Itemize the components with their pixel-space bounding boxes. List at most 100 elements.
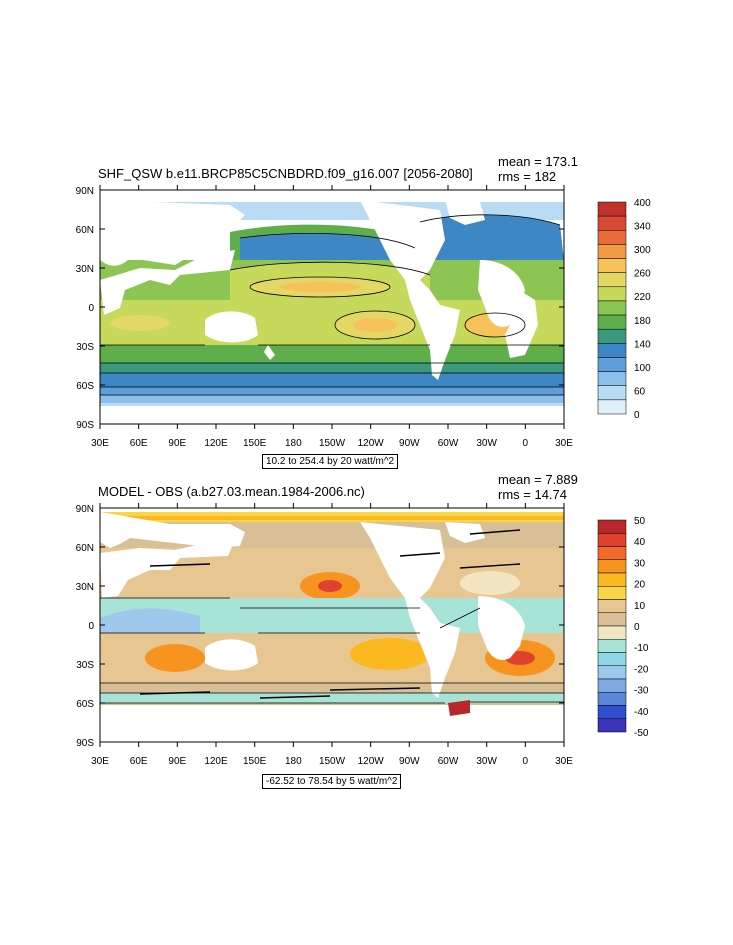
colorbar-label: 220 (634, 292, 651, 303)
colorbar-label: -40 (634, 707, 649, 718)
lat-label: 90N (76, 186, 94, 197)
colorbar-label: 0 (634, 622, 640, 633)
colorbar-swatch (597, 385, 627, 401)
colorbar-swatch (597, 230, 627, 245)
lon-label: 60W (438, 438, 459, 449)
colorbar-label: 260 (634, 269, 651, 280)
map-figure-bottom: 90N 60N 30N 0 30S 60S 90S 30E 60E 90E 120E 150E 180… (76, 503, 649, 767)
lon-label: 120E (204, 438, 228, 449)
colorbar-label: -50 (634, 728, 649, 739)
lat-label: 60S (76, 381, 94, 392)
colorbar-swatch (597, 665, 627, 680)
colorbar-label: 140 (634, 339, 651, 350)
colorbar-label: 400 (634, 198, 651, 209)
colorbar: 400 340 300 260 220 180 140 100 60 0 (597, 198, 651, 421)
lon-label: 90E (168, 756, 186, 767)
colorbar: 50 40 30 20 10 0 -10 -20 -30 -40 -50 (597, 516, 649, 739)
map-figure-top: 90N 60N 30N 0 30S 60S 90S 30E 60E 90E 120E 150E 180… (76, 185, 651, 449)
colorbar-swatch (597, 314, 627, 330)
colorbar-swatch (597, 371, 627, 386)
mean-value: mean = 173.1 (498, 154, 578, 169)
mean-value: mean = 7.889 (498, 472, 578, 487)
lat-label: 0 (88, 303, 94, 314)
colorbar-swatch (597, 599, 627, 613)
colorbar-swatch (597, 625, 627, 640)
lon-label: 150E (243, 438, 267, 449)
colorbar-swatch (597, 612, 627, 627)
lon-label: 120W (358, 438, 385, 449)
lon-label: 30E (91, 438, 109, 449)
lon-label: 60E (130, 756, 148, 767)
lat-label: 90S (76, 738, 94, 749)
colorbar-label: 50 (634, 516, 646, 527)
latitude-labels: 90N 60N 30N 0 30S 60S 90S (76, 504, 95, 749)
lon-label: 120W (358, 756, 385, 767)
lon-label: 30W (476, 438, 497, 449)
contour-range: -62.52 to 78.54 by 5 watt/m^2 (262, 774, 402, 789)
colorbar-swatch (597, 705, 627, 719)
colorbar-swatch (597, 343, 627, 358)
colorbar-swatch (597, 678, 627, 693)
lon-label: 0 (523, 438, 529, 449)
colorbar-swatch (597, 572, 627, 587)
colorbar-swatch (597, 286, 627, 302)
lat-label: 90S (76, 420, 94, 431)
lon-label: 150E (243, 756, 267, 767)
lat-label: 0 (88, 621, 94, 632)
colorbar-label: 100 (634, 363, 651, 374)
colorbar-label: 10 (634, 601, 646, 612)
rms-value: rms = 14.74 (498, 487, 568, 502)
lon-label: 90W (399, 438, 420, 449)
lat-label: 30N (76, 264, 94, 275)
colorbar-swatch (597, 258, 627, 273)
lon-label: 180 (285, 438, 302, 449)
lon-label: 30E (555, 756, 573, 767)
colorbar-swatch (597, 559, 627, 574)
colorbar-label: 40 (634, 537, 646, 548)
colorbar-swatch (597, 399, 627, 415)
colorbar-swatch (597, 639, 627, 653)
colorbar-label: 30 (634, 558, 646, 569)
colorbar-swatch (597, 300, 627, 316)
map-field-bottom (100, 512, 564, 743)
axis-ticks (99, 185, 565, 429)
colorbar-label: 20 (634, 580, 646, 591)
map-field-top (100, 200, 564, 424)
lat-label: 30N (76, 582, 94, 593)
lon-label: 60E (130, 438, 148, 449)
map-panel-top: SHF_QSW b.e11.BRCP85C5CNBDRD.f09_g16.007… (0, 150, 733, 470)
colorbar-label: -30 (634, 686, 649, 697)
map-title: MODEL - OBS (a.b27.03.mean.1984-2006.nc) (98, 484, 365, 499)
lat-label: 60N (76, 225, 94, 236)
colorbar-label: 60 (634, 386, 646, 397)
colorbar-swatch (597, 546, 627, 560)
lat-label: 60S (76, 699, 94, 710)
colorbar-label: -20 (634, 664, 649, 675)
colorbar-swatch (597, 201, 627, 217)
colorbar-label: 180 (634, 316, 651, 327)
lon-label: 180 (285, 756, 302, 767)
colorbar-swatch (597, 586, 627, 600)
contour-range: 10.2 to 254.4 by 20 watt/m^2 (262, 454, 399, 469)
lon-label: 150W (319, 438, 346, 449)
lat-label: 30S (76, 342, 94, 353)
colorbar-swatch (597, 357, 627, 372)
colorbar-label: 340 (634, 222, 651, 233)
longitude-labels: 30E 60E 90E 120E 150E 180 150W 120W 90W 60W 30W 0 30… (91, 756, 573, 767)
axis-ticks (99, 503, 565, 747)
colorbar-swatch (597, 652, 627, 666)
rms-value: rms = 182 (498, 169, 557, 184)
colorbar-swatch (597, 328, 627, 344)
lat-label: 60N (76, 543, 94, 554)
lon-label: 120E (204, 756, 228, 767)
colorbar-swatch (597, 533, 627, 547)
colorbar-swatch (597, 692, 627, 706)
colorbar-swatch (597, 272, 627, 288)
lat-label: 90N (76, 504, 94, 515)
colorbar-label: -10 (634, 643, 649, 654)
map-panel-bottom: MODEL - OBS (a.b27.03.mean.1984-2006.nc)… (0, 468, 733, 798)
lon-label: 30W (476, 756, 497, 767)
colorbar-label: 0 (634, 410, 640, 421)
colorbar-label: 300 (634, 245, 651, 256)
lon-label: 90E (168, 438, 186, 449)
